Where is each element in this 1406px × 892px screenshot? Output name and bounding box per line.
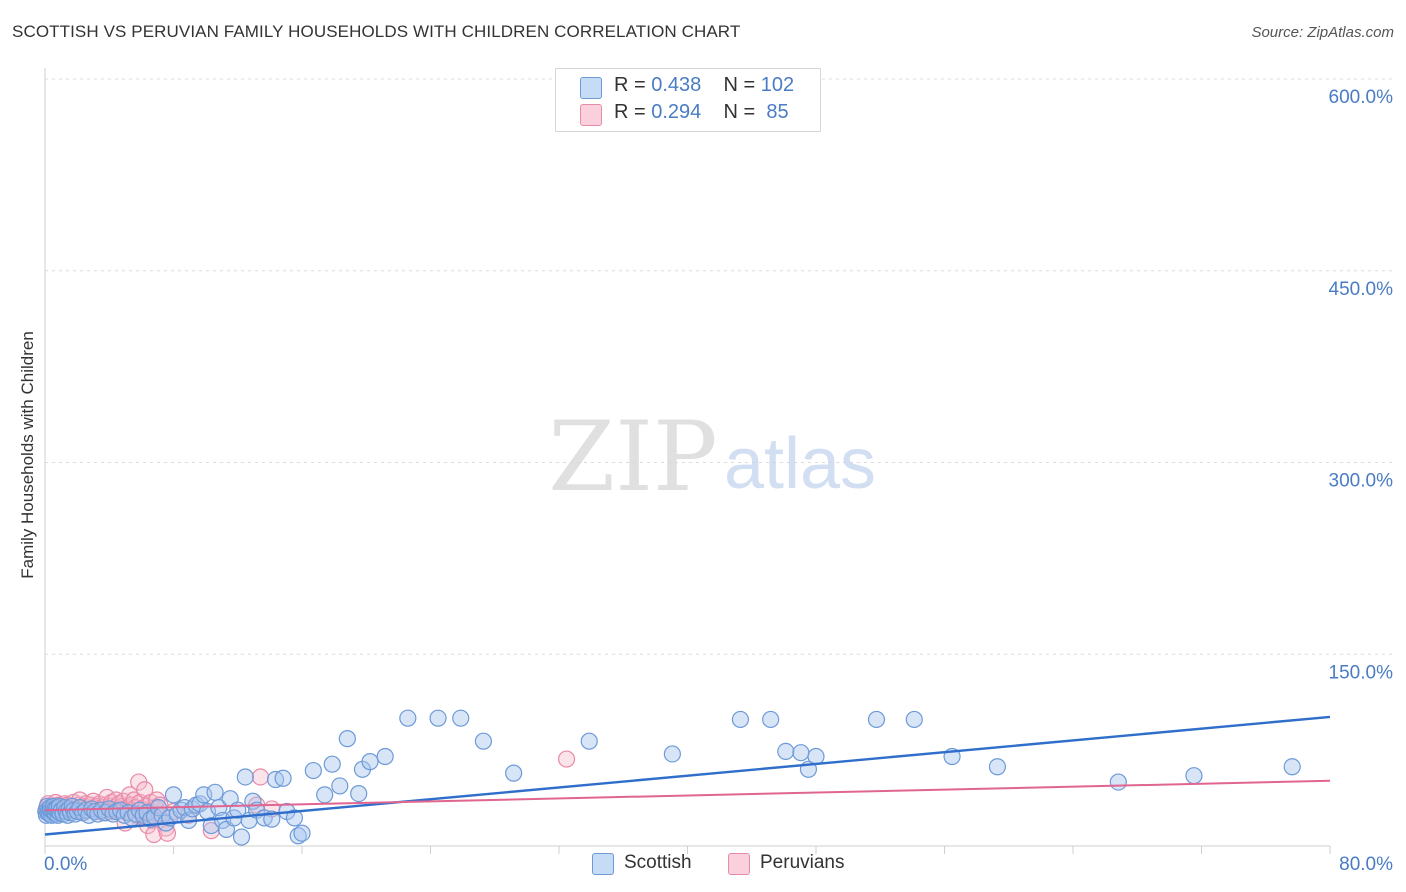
- legend-label-scottish: Scottish: [624, 852, 692, 873]
- watermark-atlas: atlas: [724, 424, 876, 504]
- scottish-point: [376, 747, 394, 766]
- peruvian-trend-line: [44, 779, 1331, 812]
- peruvian-swatch: [728, 853, 750, 875]
- scottish-point: [361, 753, 379, 771]
- peruvian-point: [251, 768, 270, 786]
- scottish-point: [580, 732, 598, 750]
- legend-r-label: R =: [614, 101, 652, 123]
- scottish-point: [338, 730, 356, 748]
- scottish-trend-line: [44, 715, 1331, 836]
- scottish-point: [762, 710, 780, 729]
- y-tick-label: 600.0%: [1329, 87, 1394, 108]
- chart-title: SCOTTISH VS PERUVIAN FAMILY HOUSEHOLDS W…: [12, 22, 741, 41]
- scottish-point: [164, 786, 183, 804]
- scottish-point: [988, 758, 1007, 776]
- scottish-point: [807, 747, 825, 766]
- scottish-point: [285, 809, 304, 827]
- legend-r-value: 0.294: [651, 101, 702, 123]
- scottish-point: [331, 777, 349, 795]
- watermark-zip: ZIP: [548, 401, 717, 513]
- scottish-point: [399, 709, 417, 727]
- peruvian-point: [557, 750, 576, 768]
- y-tick-label: 150.0%: [1329, 662, 1394, 683]
- legend-n-label: N =: [723, 101, 761, 123]
- x-tick-label: 0.0%: [44, 854, 87, 875]
- scottish-point: [293, 824, 311, 842]
- scottish-point: [663, 745, 681, 763]
- peruvian-point: [202, 822, 220, 840]
- scottish-point: [505, 764, 523, 782]
- x-tick-label: 80.0%: [1339, 854, 1393, 875]
- scottish-point: [905, 710, 923, 729]
- scottish-point: [429, 709, 447, 727]
- axes: [44, 68, 1331, 854]
- scottish-point: [474, 732, 493, 750]
- scottish-point: [316, 786, 334, 804]
- scottish-point: [232, 828, 251, 846]
- scottish-point: [206, 783, 224, 801]
- series-legend: Scottish Peruvians: [0, 852, 1406, 878]
- scottish-point: [1283, 758, 1301, 776]
- legend-n-value: 85: [760, 101, 789, 123]
- x-tick-labels: 0.0% 80.0%: [44, 854, 1393, 875]
- peruvian-swatch: [580, 104, 602, 126]
- scottish-point: [274, 769, 292, 787]
- scottish-point: [452, 709, 470, 727]
- scottish-point: [350, 784, 368, 803]
- y-tick-labels: 150.0% 300.0% 450.0% 600.0%: [1329, 87, 1394, 683]
- y-tick-label: 300.0%: [1329, 471, 1394, 492]
- source-label: Source: ZipAtlas.com: [1251, 24, 1394, 41]
- scottish-point: [210, 799, 228, 817]
- grid-lines: [45, 78, 1392, 655]
- scottish-point: [777, 742, 795, 761]
- watermark: ZIP atlas: [548, 401, 876, 513]
- scottish-point: [236, 768, 254, 786]
- legend-r-value: 0.438: [651, 74, 702, 96]
- scottish-point: [1185, 767, 1203, 785]
- legend-n-value: 102: [760, 74, 795, 96]
- scottish-swatch: [580, 77, 602, 99]
- legend-n-label: N =: [723, 74, 761, 96]
- scottish-point: [867, 710, 886, 729]
- stats-legend: R = 0.438 N = 102 R = 0.294 N = 85: [555, 68, 821, 132]
- scottish-point: [1109, 773, 1127, 791]
- scottish-point: [323, 755, 341, 773]
- scottish-point: [792, 744, 810, 762]
- trend-lines: [44, 715, 1331, 836]
- scottish-point: [731, 710, 750, 729]
- legend-label-peruvians: Peruvians: [760, 852, 845, 873]
- scottish-point: [304, 761, 322, 780]
- legend-r-label: R =: [614, 74, 652, 96]
- y-tick-label: 450.0%: [1329, 279, 1394, 300]
- scottish-swatch: [592, 853, 614, 875]
